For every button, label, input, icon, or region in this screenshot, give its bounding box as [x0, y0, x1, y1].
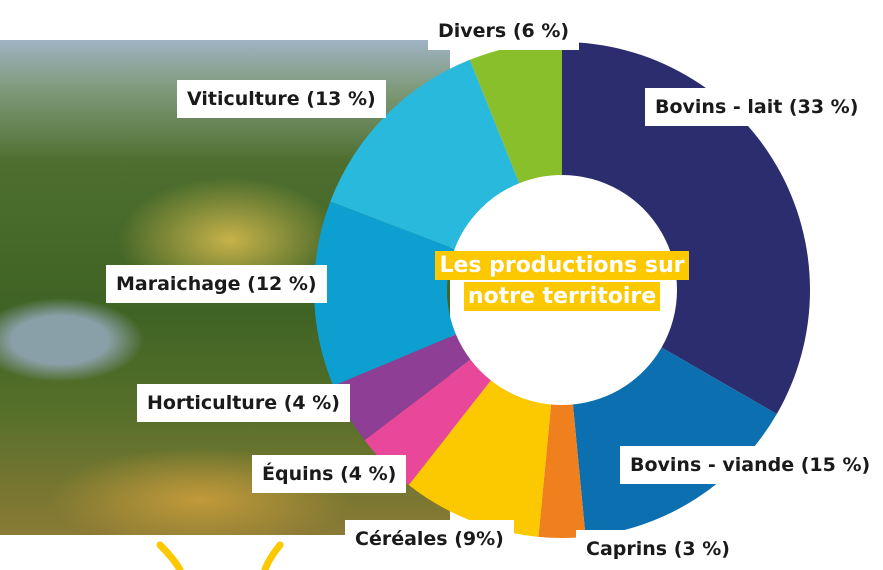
slice-label: Bovins - viande (15 %)	[620, 446, 880, 484]
slice-label: Caprins (3 %)	[576, 530, 740, 568]
infographic: Les productions sur notre territoire Bov…	[0, 0, 883, 570]
decoration	[160, 545, 280, 570]
slice-label: Viticulture (13 %)	[177, 80, 386, 118]
slice-label: Horticulture (4 %)	[137, 384, 350, 422]
slice-label: Équins (4 %)	[252, 455, 406, 493]
slice-label: Divers (6 %)	[428, 12, 579, 50]
chart-title: Les productions sur notre territoire	[432, 250, 692, 312]
slice-label: Maraichage (12 %)	[106, 265, 327, 303]
slice-label: Céréales (9%)	[345, 520, 514, 558]
slice-label: Bovins - lait (33 %)	[645, 88, 868, 126]
